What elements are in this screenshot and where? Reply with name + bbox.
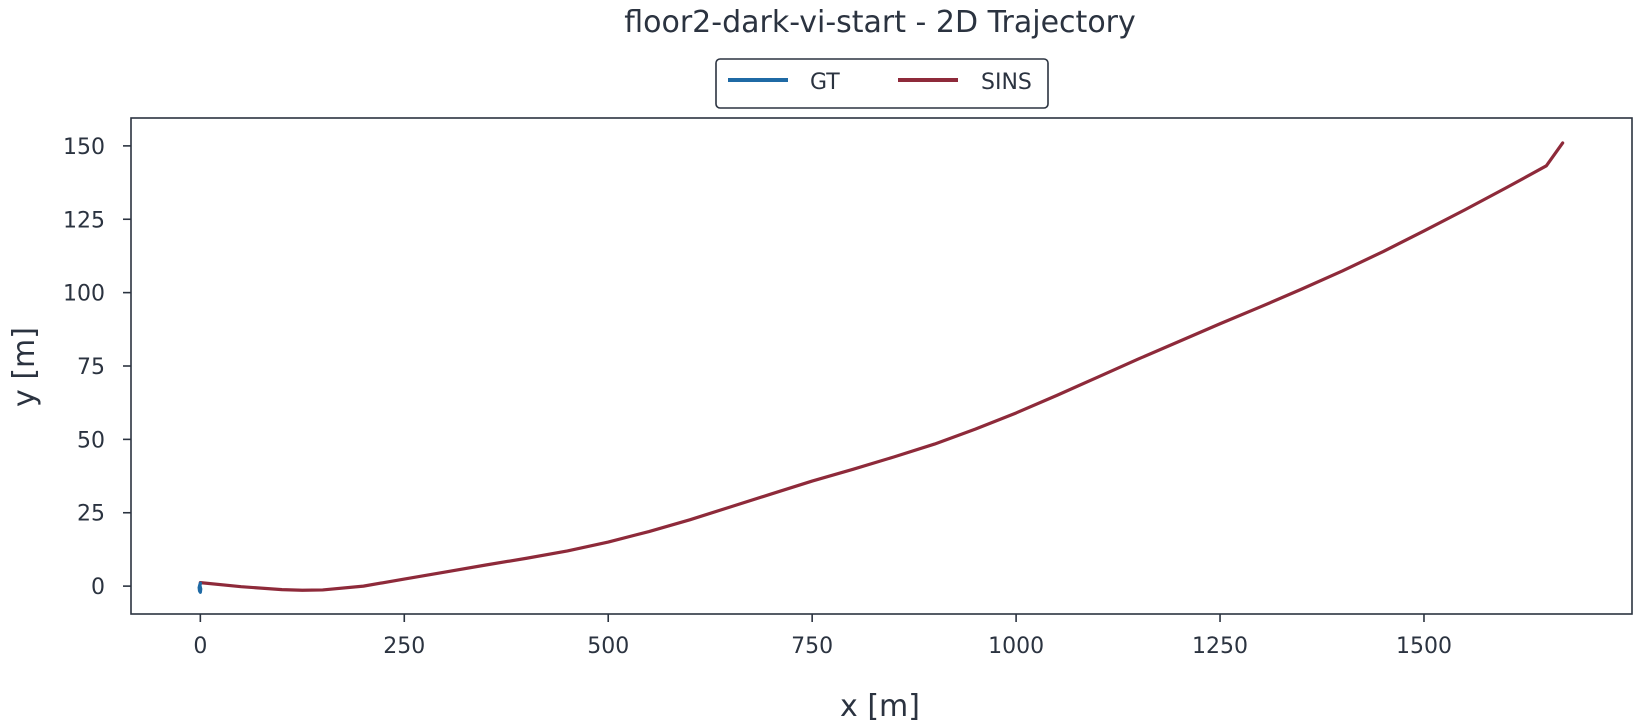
series-line-gt [197,581,203,594]
y-tick-label: 100 [63,282,105,307]
x-tick-label: 250 [383,634,425,659]
y-tick-label: 25 [77,502,105,527]
x-tick-label: 1500 [1396,634,1452,659]
x-tick-label: 1000 [988,634,1044,659]
x-tick-label: 750 [791,634,833,659]
legend-box [715,58,1049,109]
x-axis: 0 250 500 750 1000 1250 1500 [193,614,1452,659]
series-layer [197,141,1565,594]
legend-label-sins: SINS [981,70,1032,95]
plot-frame [130,117,1633,615]
legend-label-gt: GT [810,70,840,95]
y-axis-label: y [m] [7,327,42,407]
legend: GT SINS [715,58,1049,109]
x-axis-label: x [m] [840,689,920,724]
y-tick-label: 75 [77,355,105,380]
x-tick-label: 1250 [1192,634,1248,659]
plot-area [130,117,1633,615]
y-axis: 0 25 50 75 100 125 150 [63,135,131,600]
y-tick-label: 125 [63,208,105,233]
chart-title: floor2-dark-vi-start - 2D Trajectory [624,5,1136,40]
x-tick-label: 0 [193,634,207,659]
y-tick-label: 50 [77,428,105,453]
y-tick-label: 0 [91,575,105,600]
y-tick-label: 150 [63,135,105,160]
series-line-sins [198,141,1565,592]
x-tick-label: 500 [587,634,629,659]
